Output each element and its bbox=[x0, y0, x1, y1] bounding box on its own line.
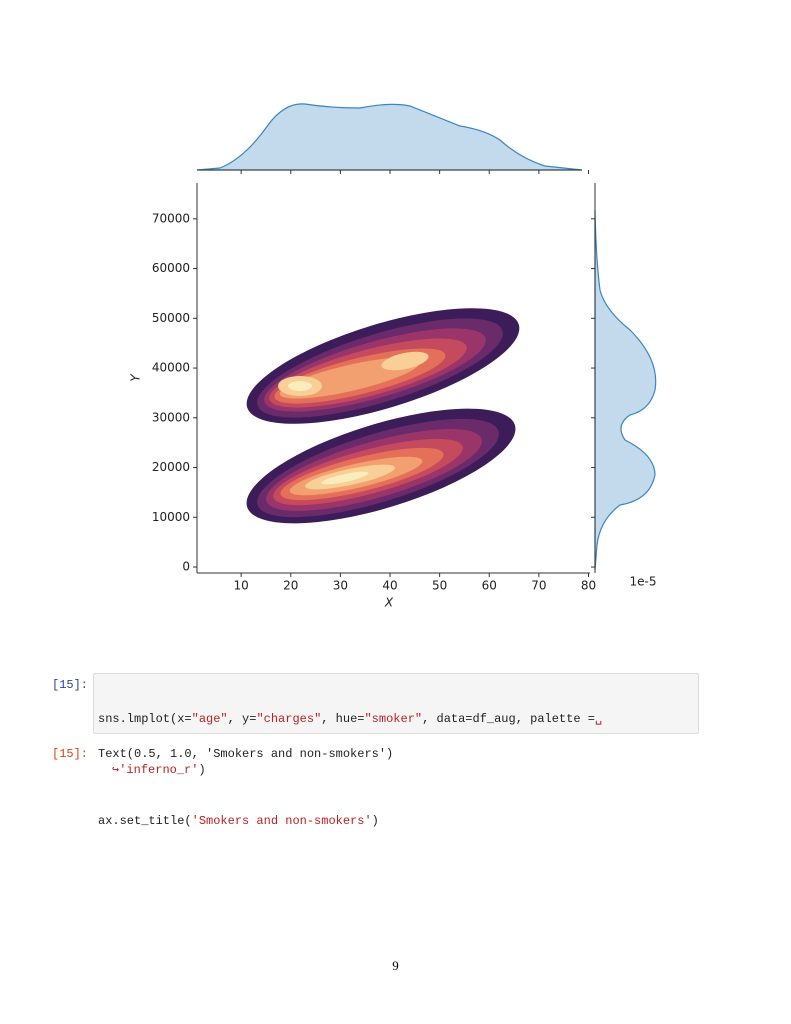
x-tick-label: 80 bbox=[581, 579, 596, 593]
code: sns.lmplot(x= bbox=[98, 712, 192, 726]
marginal-x bbox=[196, 103, 583, 171]
code-string: "smoker" bbox=[364, 712, 423, 726]
code: ) bbox=[198, 763, 206, 777]
code: , y= bbox=[227, 712, 257, 726]
x-tick-label: 50 bbox=[432, 579, 447, 593]
code: , data=df_aug, palette = bbox=[422, 712, 595, 726]
chart: X Y 1e-5 10 20 30 40 50 60 70 80 0 10000 20000 3000… bbox=[129, 103, 657, 610]
code-cell: sns.lmplot(x="age", y="charges", hue="sm… bbox=[93, 673, 699, 828]
code-string: "charges" bbox=[256, 712, 322, 726]
x-tick-label: 20 bbox=[283, 579, 298, 593]
wrap-marker: ↪ bbox=[112, 763, 120, 777]
output-prompt: [15]: bbox=[52, 747, 89, 761]
x-tick-label: 70 bbox=[531, 579, 546, 593]
output-text: Text(0.5, 1.0, 'Smokers and non-smokers'… bbox=[98, 747, 394, 761]
code: ) bbox=[371, 814, 379, 828]
code-string: 'inferno_r' bbox=[119, 763, 199, 777]
code-line: sns.lmplot(x="age", y="charges", hue="sm… bbox=[98, 711, 694, 728]
kde-lower bbox=[246, 408, 516, 524]
x-tick-label: 60 bbox=[482, 579, 497, 593]
page-number: 9 bbox=[392, 958, 399, 973]
marginal-y bbox=[594, 209, 657, 571]
y-axis-label: Y bbox=[129, 373, 143, 382]
code-string: "age" bbox=[191, 712, 228, 726]
y-tick-label: 40000 bbox=[152, 361, 190, 375]
code-string: 'Smokers and non-smokers' bbox=[191, 814, 372, 828]
code: ax.set_title( bbox=[98, 814, 192, 828]
y-tick-label: 20000 bbox=[152, 460, 190, 474]
x-axis-label: X bbox=[384, 596, 394, 610]
input-prompt: [15]: bbox=[52, 678, 89, 692]
y-tick-label: 60000 bbox=[152, 261, 190, 275]
code: , hue= bbox=[321, 712, 365, 726]
x-tick-label: 10 bbox=[234, 579, 249, 593]
kde-upper bbox=[246, 308, 520, 424]
y-tick-label: 10000 bbox=[152, 510, 190, 524]
wrap-marker: ␣ bbox=[594, 712, 603, 726]
y-tick-label: 70000 bbox=[152, 211, 190, 225]
code-line: ax.set_title('Smokers and non-smokers') bbox=[98, 813, 694, 830]
y-tick-label: 50000 bbox=[152, 311, 190, 325]
x-tick-label: 40 bbox=[382, 579, 397, 593]
code-line: ↪'inferno_r') bbox=[98, 762, 694, 779]
x-tick-label: 30 bbox=[333, 579, 348, 593]
marginal-scale-label: 1e-5 bbox=[630, 575, 657, 589]
y-tick-label: 0 bbox=[182, 560, 190, 574]
y-tick-label: 30000 bbox=[152, 410, 190, 424]
